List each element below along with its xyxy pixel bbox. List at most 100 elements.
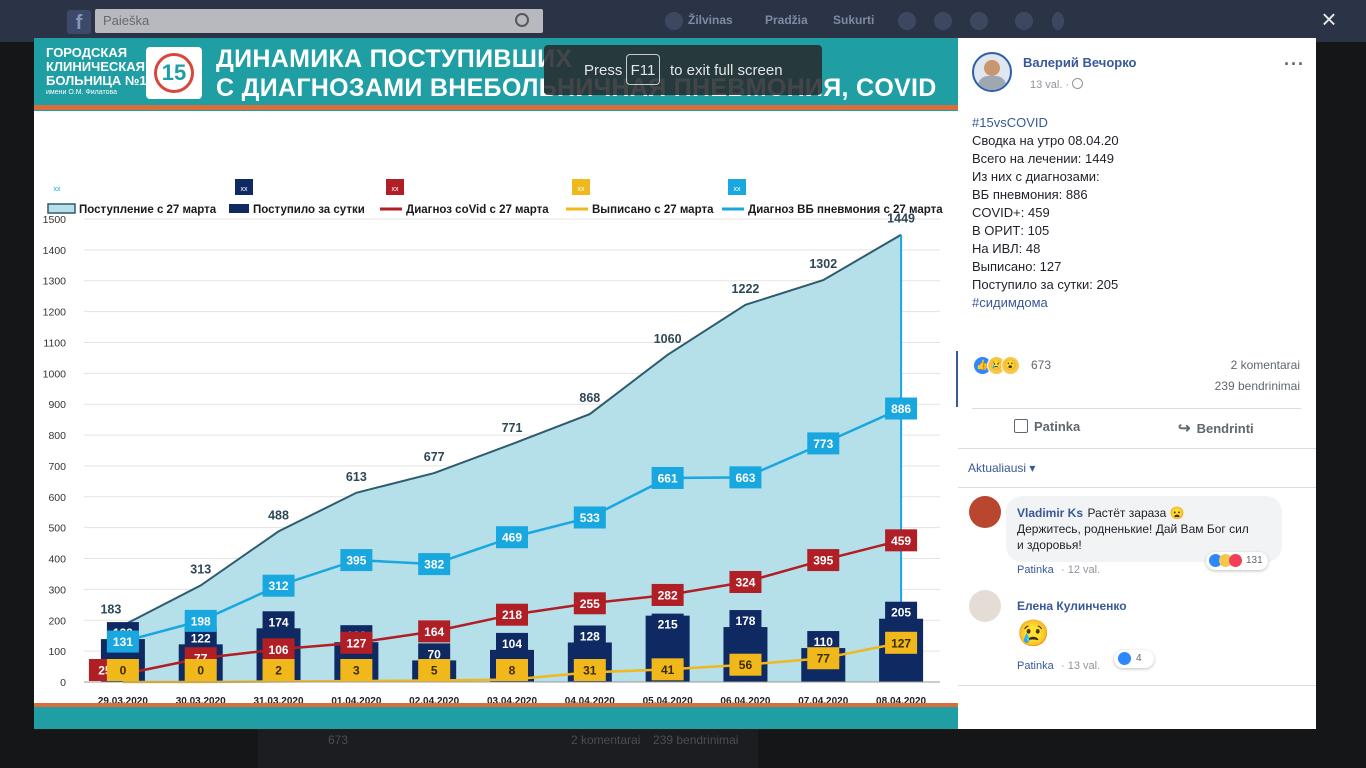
banner-stripe [34, 105, 958, 110]
author-avatar[interactable] [972, 52, 1012, 92]
separator [958, 685, 1316, 686]
comment-reactions[interactable]: 131 [1206, 552, 1268, 570]
post-author-link[interactable]: Валерий Вечорко [1023, 55, 1137, 70]
line-label-box [885, 631, 918, 654]
comment-like-link[interactable]: Patinka [1017, 564, 1054, 576]
line-label-box [573, 506, 606, 529]
profile-avatar-icon[interactable] [665, 12, 683, 30]
comment-author-link[interactable]: Vladimir Ks [1017, 506, 1084, 520]
y-tick-label: 1500 [43, 214, 67, 226]
line-label-box [807, 647, 840, 670]
search-input[interactable]: Paieška [95, 9, 543, 33]
comment-time[interactable]: · 12 val. [1061, 564, 1101, 576]
line-label-box [340, 631, 373, 654]
legend-marker-box [572, 179, 590, 195]
area-data-label: 313 [190, 562, 211, 576]
line-data-label: 3 [353, 664, 360, 678]
comment-line: Vladimir Ks Растёт зараза 😦 [1017, 504, 1185, 522]
comment-text: Растёт зараза 😦 [1087, 506, 1185, 520]
comment-like-link[interactable]: Patinka [1017, 660, 1054, 672]
line-data-label: 218 [502, 608, 522, 622]
bar-label-box [573, 625, 606, 648]
line-data-label: 459 [891, 534, 911, 548]
post-photo: ГОРОДСКАЯ КЛИНИЧЕСКАЯ БОЛЬНИЦА №15 имени… [34, 38, 958, 729]
line-data-label: 127 [891, 636, 911, 650]
account-menu-icon[interactable] [1052, 12, 1064, 30]
photo-footer-band [34, 703, 958, 729]
bar-data-label: 215 [658, 618, 678, 632]
line-label-box [496, 603, 528, 626]
y-tick-label: 800 [48, 430, 66, 442]
commenter-avatar[interactable] [969, 496, 1001, 528]
line-data-label: 106 [269, 643, 289, 657]
shares-count[interactable]: 239 bendrinimai [1214, 379, 1300, 393]
x-tick-label: 29.03.2020 [98, 696, 148, 707]
post-time[interactable]: 13 val. · [1030, 78, 1084, 91]
y-tick-label: 1000 [43, 368, 67, 380]
hashtag-link[interactable]: #сидимдома [972, 295, 1048, 310]
x-tick-label: 07.04.2020 [798, 696, 848, 707]
y-tick-label: 0 [60, 677, 66, 689]
hospital-line-2: КЛИНИЧЕСКАЯ [46, 59, 145, 74]
separator [972, 408, 1301, 409]
x-tick-label: 01.04.2020 [331, 696, 381, 707]
hospital-logo-number: 15 [154, 53, 194, 93]
bar-data-label: 70 [428, 647, 442, 661]
line-data-label: 773 [813, 437, 833, 451]
nav-home-link[interactable]: Pradžia [765, 13, 808, 27]
bar-data-label: 205 [891, 606, 911, 620]
notifications-icon[interactable] [970, 12, 988, 30]
bar-label-box [496, 632, 528, 655]
photo-footer-stripe [34, 703, 958, 707]
comment-sort-dropdown[interactable]: Aktualiausi ▾ [968, 461, 1036, 475]
friends-icon[interactable] [898, 12, 916, 30]
line-data-label: 382 [424, 558, 444, 572]
nav-create-link[interactable]: Sukurti [833, 13, 875, 27]
hashtag-link[interactable]: #15vsCOVID [972, 115, 1048, 130]
y-tick-label: 1100 [43, 337, 66, 349]
more-options-button[interactable]: ··· [1284, 54, 1305, 74]
x-tick-label: 05.04.2020 [643, 696, 693, 707]
legend-label: Диагноз ВБ пневмония с 27 марта [748, 204, 943, 216]
avatar-body [978, 76, 1006, 90]
line-label-box [340, 549, 373, 572]
bar-label-box [885, 601, 918, 624]
reactions-count[interactable]: 673 [1031, 358, 1052, 372]
legend-marker-text: xx [54, 186, 62, 193]
line-label-box [262, 574, 295, 597]
search-icon[interactable] [515, 13, 529, 27]
comments-count[interactable]: 2 komentarai [1230, 358, 1300, 372]
line-data-label: 282 [658, 588, 678, 602]
line-data-label: 255 [580, 597, 600, 611]
line-label-box [262, 638, 295, 661]
comment-time[interactable]: · 13 val. [1061, 660, 1101, 672]
area-data-label: 1060 [654, 332, 682, 346]
comment-reactions[interactable]: 4 [1114, 650, 1154, 668]
legend-label: Поступление с 27 марта [79, 204, 217, 216]
facebook-top-bar: f Paieška Žilvinas Pradžia Sukurti [0, 0, 1366, 42]
bar-label-box [184, 627, 217, 650]
post-text-line: COVID+: 459 [972, 205, 1050, 220]
share-icon: ↪ [1178, 420, 1191, 437]
post-text: #15vsCOVID Сводка на утро 08.04.20 Всего н… [972, 114, 1119, 312]
close-icon[interactable]: × [1321, 4, 1337, 34]
legend-swatch [229, 204, 249, 213]
bg-shares-count: 239 bendrinimai [653, 733, 739, 747]
like-button[interactable]: Patinka [1014, 419, 1080, 434]
share-button[interactable]: ↪ Bendrinti [1178, 419, 1254, 437]
bg-reactions-count: 673 [328, 733, 349, 747]
commenter-avatar[interactable] [969, 590, 1001, 622]
help-icon[interactable] [1015, 12, 1033, 30]
facebook-logo-icon[interactable]: f [67, 10, 91, 34]
line-data-label: 324 [735, 575, 755, 589]
y-tick-label: 400 [48, 554, 66, 566]
area-data-label: 1449 [887, 212, 915, 226]
line-label-box [418, 620, 451, 643]
nav-profile-link[interactable]: Žilvinas [688, 13, 733, 27]
fullscreen-rest: to exit full screen [670, 62, 783, 79]
x-tick-label: 03.04.2020 [487, 696, 537, 707]
messenger-icon[interactable] [934, 12, 952, 30]
line-data-label: 56 [739, 658, 753, 672]
y-tick-label: 1400 [43, 245, 67, 257]
comment-author-link[interactable]: Елена Кулинченко [1017, 599, 1127, 613]
